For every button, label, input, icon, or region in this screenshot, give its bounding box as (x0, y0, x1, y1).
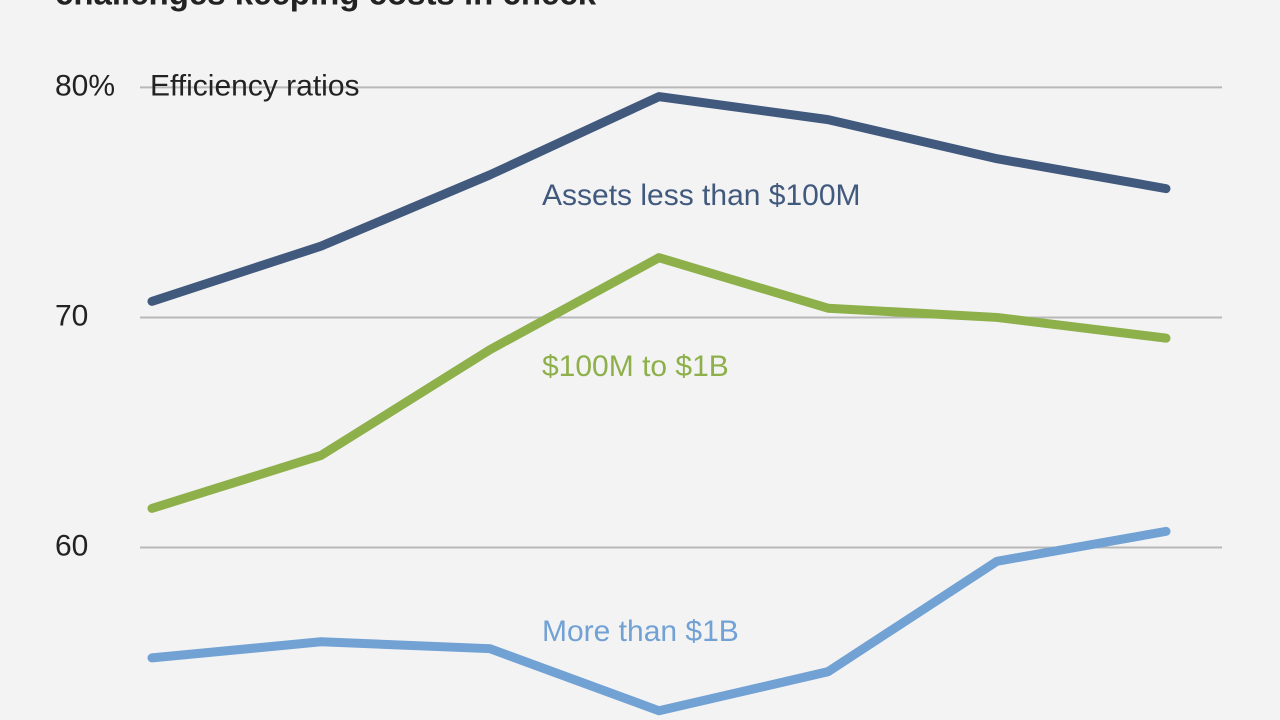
series-label: More than $1B (542, 615, 739, 648)
series-line (147, 92, 1171, 306)
series-line (147, 526, 1171, 716)
y-tick-label: 60 (55, 529, 88, 562)
series-line (147, 253, 1171, 513)
y-axis-label: Efficiency ratios (150, 69, 360, 102)
series-label: $100M to $1B (542, 350, 729, 383)
y-tick-label: 80% (55, 69, 115, 102)
chart-title: challenges keeping costs in check (55, 0, 597, 12)
y-tick-label: 70 (55, 299, 88, 332)
series-label: Assets less than $100M (542, 179, 861, 212)
